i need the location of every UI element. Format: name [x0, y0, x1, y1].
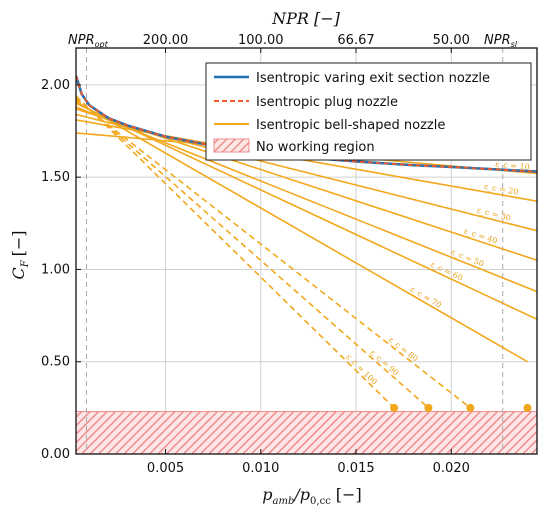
top-tick-label-2: 66.67: [337, 33, 374, 48]
eps-label-4: ε_c = 40: [463, 226, 499, 245]
separation-point-1: [390, 403, 399, 412]
y-axis-label: CF[−]: [9, 230, 31, 279]
no-working-region: [76, 411, 537, 454]
left-y-ticks: 0.00 0.50 1.00 1.50 2.00: [41, 78, 81, 462]
bell-line-5: [76, 106, 537, 293]
eps-label-1: ε_c = 10: [495, 160, 530, 172]
bottom-tick-label-1: 0.010: [242, 461, 279, 476]
bell-line-7: [76, 100, 528, 363]
legend-label-no-working: No working region: [256, 140, 375, 155]
eps-label-7: ε_c = 70: [409, 285, 443, 310]
left-tick-label-1: 0.50: [41, 355, 70, 370]
bell-line-10: [76, 95, 395, 409]
separation-point-3: [466, 403, 475, 412]
left-tick-label-2: 1.00: [41, 262, 70, 277]
legend-box: [205, 62, 532, 161]
legend-label-bell: Isentropic bell-shaped nozzle: [256, 118, 445, 133]
legend-swatch-no-working: [213, 138, 250, 153]
top-x-ticks: 200.00 100.00 66.67 50.00: [143, 33, 470, 53]
bell-line-9: [76, 97, 429, 409]
legend: Isentropic varing exit section nozzle Is…: [205, 62, 532, 161]
legend-label-plug: Isentropic plug nozzle: [256, 95, 398, 110]
top-tick-label-0: 200.00: [143, 33, 189, 48]
bottom-x-ticks: 0.005 0.010 0.015 0.020: [147, 449, 470, 476]
left-tick-label-3: 1.50: [41, 170, 70, 185]
legend-label-varying: Isentropic varing exit section nozzle: [256, 71, 490, 86]
top-axis-label: NPR [−]: [271, 9, 341, 28]
npr-sl-label: NPRsl: [484, 33, 518, 49]
eps-label-8: ε_c = 80: [387, 335, 420, 363]
separation-point-4: [523, 403, 532, 412]
npr-opt-label: NPRopt: [68, 33, 109, 49]
eps-label-9: ε_c = 90: [368, 348, 400, 378]
plug-nozzle-curve: [76, 75, 537, 173]
bell-line-6: [76, 102, 537, 321]
bell-line-8: [76, 99, 471, 409]
plot-frame: [75, 47, 538, 455]
bottom-tick-label-2: 0.015: [337, 461, 374, 476]
left-tick-label-0: 0.00: [41, 447, 70, 462]
bottom-tick-label-0: 0.005: [147, 461, 184, 476]
top-tick-label-1: 100.00: [238, 33, 284, 48]
separation-points: [390, 403, 532, 412]
separation-point-2: [424, 403, 433, 412]
bottom-tick-label-3: 0.020: [433, 461, 470, 476]
left-tick-label-4: 2.00: [41, 78, 70, 93]
x-axis-label: pamb/p0,cc [−]: [262, 485, 361, 507]
top-tick-label-3: 50.00: [433, 33, 470, 48]
